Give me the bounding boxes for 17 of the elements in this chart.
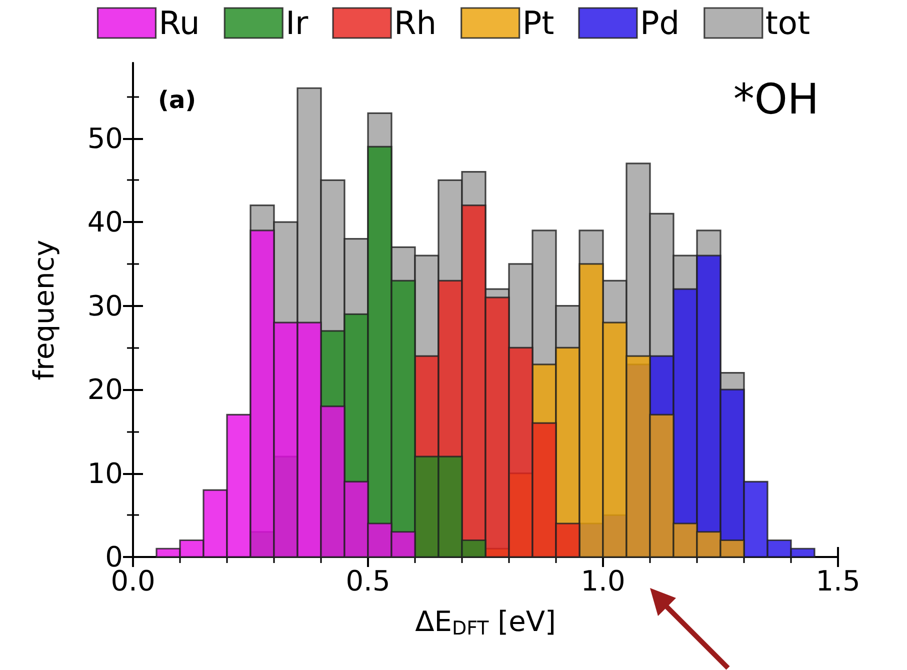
annotation: *OH (733, 74, 819, 124)
y-tick-label: 40 (87, 206, 123, 239)
legend-label: Ir (286, 4, 310, 42)
legend-label: Rh (394, 4, 437, 42)
y-tick-label: 50 (87, 122, 123, 155)
y-tick-label: 30 (87, 289, 123, 322)
annotation: (a) (158, 86, 196, 114)
legend-label: Pd (640, 4, 680, 42)
x-tick-label: 0.5 (346, 564, 390, 598)
legend-label: tot (765, 4, 810, 42)
x-tick-label: 1.5 (816, 564, 860, 598)
y-tick-label: 10 (87, 456, 123, 490)
y-axis-title: frequency (28, 240, 60, 380)
legend-label: Pt (522, 4, 554, 42)
y-tick-label: 20 (87, 373, 123, 406)
legend-label: Ru (158, 4, 200, 42)
x-tick-label: 1.0 (580, 564, 626, 598)
